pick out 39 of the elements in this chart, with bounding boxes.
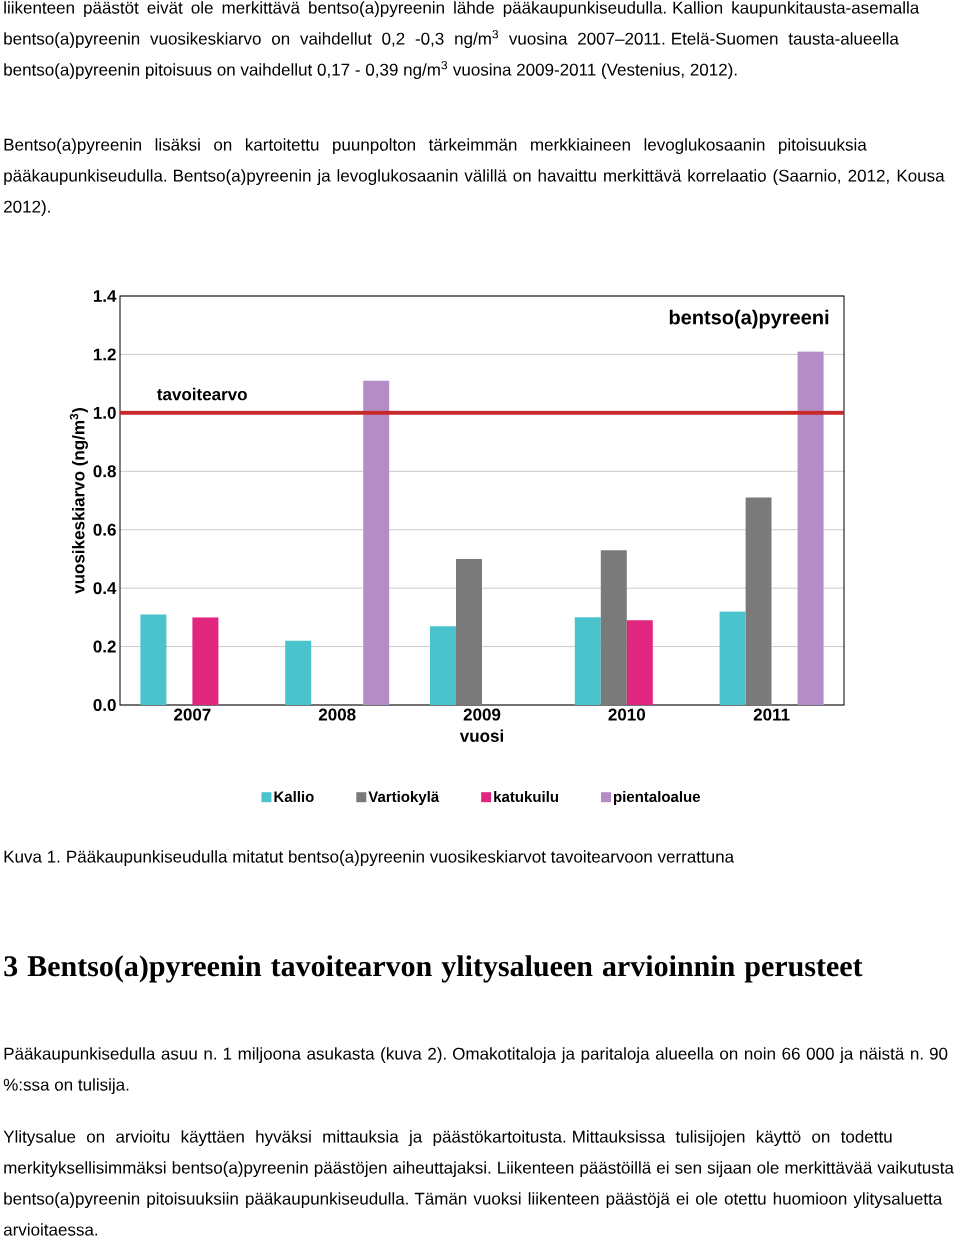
y-tick-label: 0.6 [93,523,116,536]
bar [285,640,312,706]
x-tick-label: 2010 [608,708,645,721]
y-tick-label: 0.0 [93,698,116,712]
bar [363,380,390,706]
x-tick-label: 2009 [463,708,501,721]
text: Pääkaupunkisedulla asuu n. 1 miljoona asukasta (kuva 2). Omakotitaloja ja paritaloja alueella on noin 66 000 ja näistä n. 90 %:ssa on tulisija. [3,1047,948,1095]
y-tick-label: 0.8 [93,465,116,478]
x-tick-label: 2011 [753,708,790,721]
bar [797,351,824,706]
bar [456,558,482,706]
ref-line-label: tavoitearvo [157,387,247,401]
y-tick-label: 0.4 [93,582,117,595]
text: liikenteen päästöt eivät ole merkittävä bentso(a)pyreenin lähde pääkaupunkiseudulla. Kallion kaupunkitausta-asemalla bentso(a)pyreenin vuosikeskiarvo on vaihdellut 0,2 -0,3 ng/m$^{3}$ vuosina 2007–2011. Etelä-Suomen tausta-alueella bentso(a)pyreenin pitoisuus on vaihdellut 0,17 - 0,39 ng/m$^{3}$ vuosina 2009-2011 (Vestenius, 2012). [4,1,920,80]
y-tick-label: 1.4 [93,290,117,302]
bar [430,626,456,706]
bar [140,614,167,706]
y-tick-label: 0.2 [93,640,116,653]
bar [574,617,601,706]
x-axis-title: vuosi [459,729,503,742]
text: Kuva 1. Pääkaupunkiseudulla mitatut bentso(a)pyreenin vuosikeskiarvot tavoitearvoon verrattuna [4,850,735,867]
y-axis-title: vuosikeskiarvo (ng/m$^{3}$) [69,408,88,594]
text: Bentso(a)pyreenin lisäksi on kartoitettu puunpolton tärkeimmän merkkiaineen levoglukosaanin pitoisuuksia pääkaupunkiseudulla. Bentso(a)pyreenin ja levoglukosaanin välillä on havaittu merkittävä korrelaatio (Saarnio, 2012, Kousa 2012). [4,138,945,217]
bar [719,611,746,706]
y-tick-label: 1.0 [93,406,116,419]
legend-label: katukuilu [494,791,559,803]
bar [192,617,219,706]
text: 3 Bentso(a)pyreenin tavoitearvon ylitysalueen arvioinnin perusteet [4,955,863,983]
text: Ylitysalue on arvioitu käyttäen hyväksi mittauksia ja päästökartoitusta. Mittauksissa tulisijojen käyttö on todettu merkityksellisimmäksi bentso(a)pyreenin päästöjen aiheuttajaksi. Liikenteen päästöillä ei sen sijaan ole merkittävää vaikutusta bentso(a)pyreenin pitoisuuksiin pääkaupunkiseudulla. Tämän vuoksi liikenteen päästöjä ei ole otettu huomioon ylitysaluetta arvioitaessa. [3,1130,954,1236]
legend-label: pientaloalue [614,791,701,805]
bar [626,620,653,706]
legend-label: Kallio [274,791,314,803]
y-tick-label: 1.2 [93,348,116,361]
x-tick-label: 2007 [174,708,211,721]
legend-label: Vartiokylä [368,791,440,805]
bar [745,497,772,706]
text: bentso(a)pyreeni [669,309,829,329]
bar [600,550,627,706]
x-tick-label: 2008 [318,708,356,721]
